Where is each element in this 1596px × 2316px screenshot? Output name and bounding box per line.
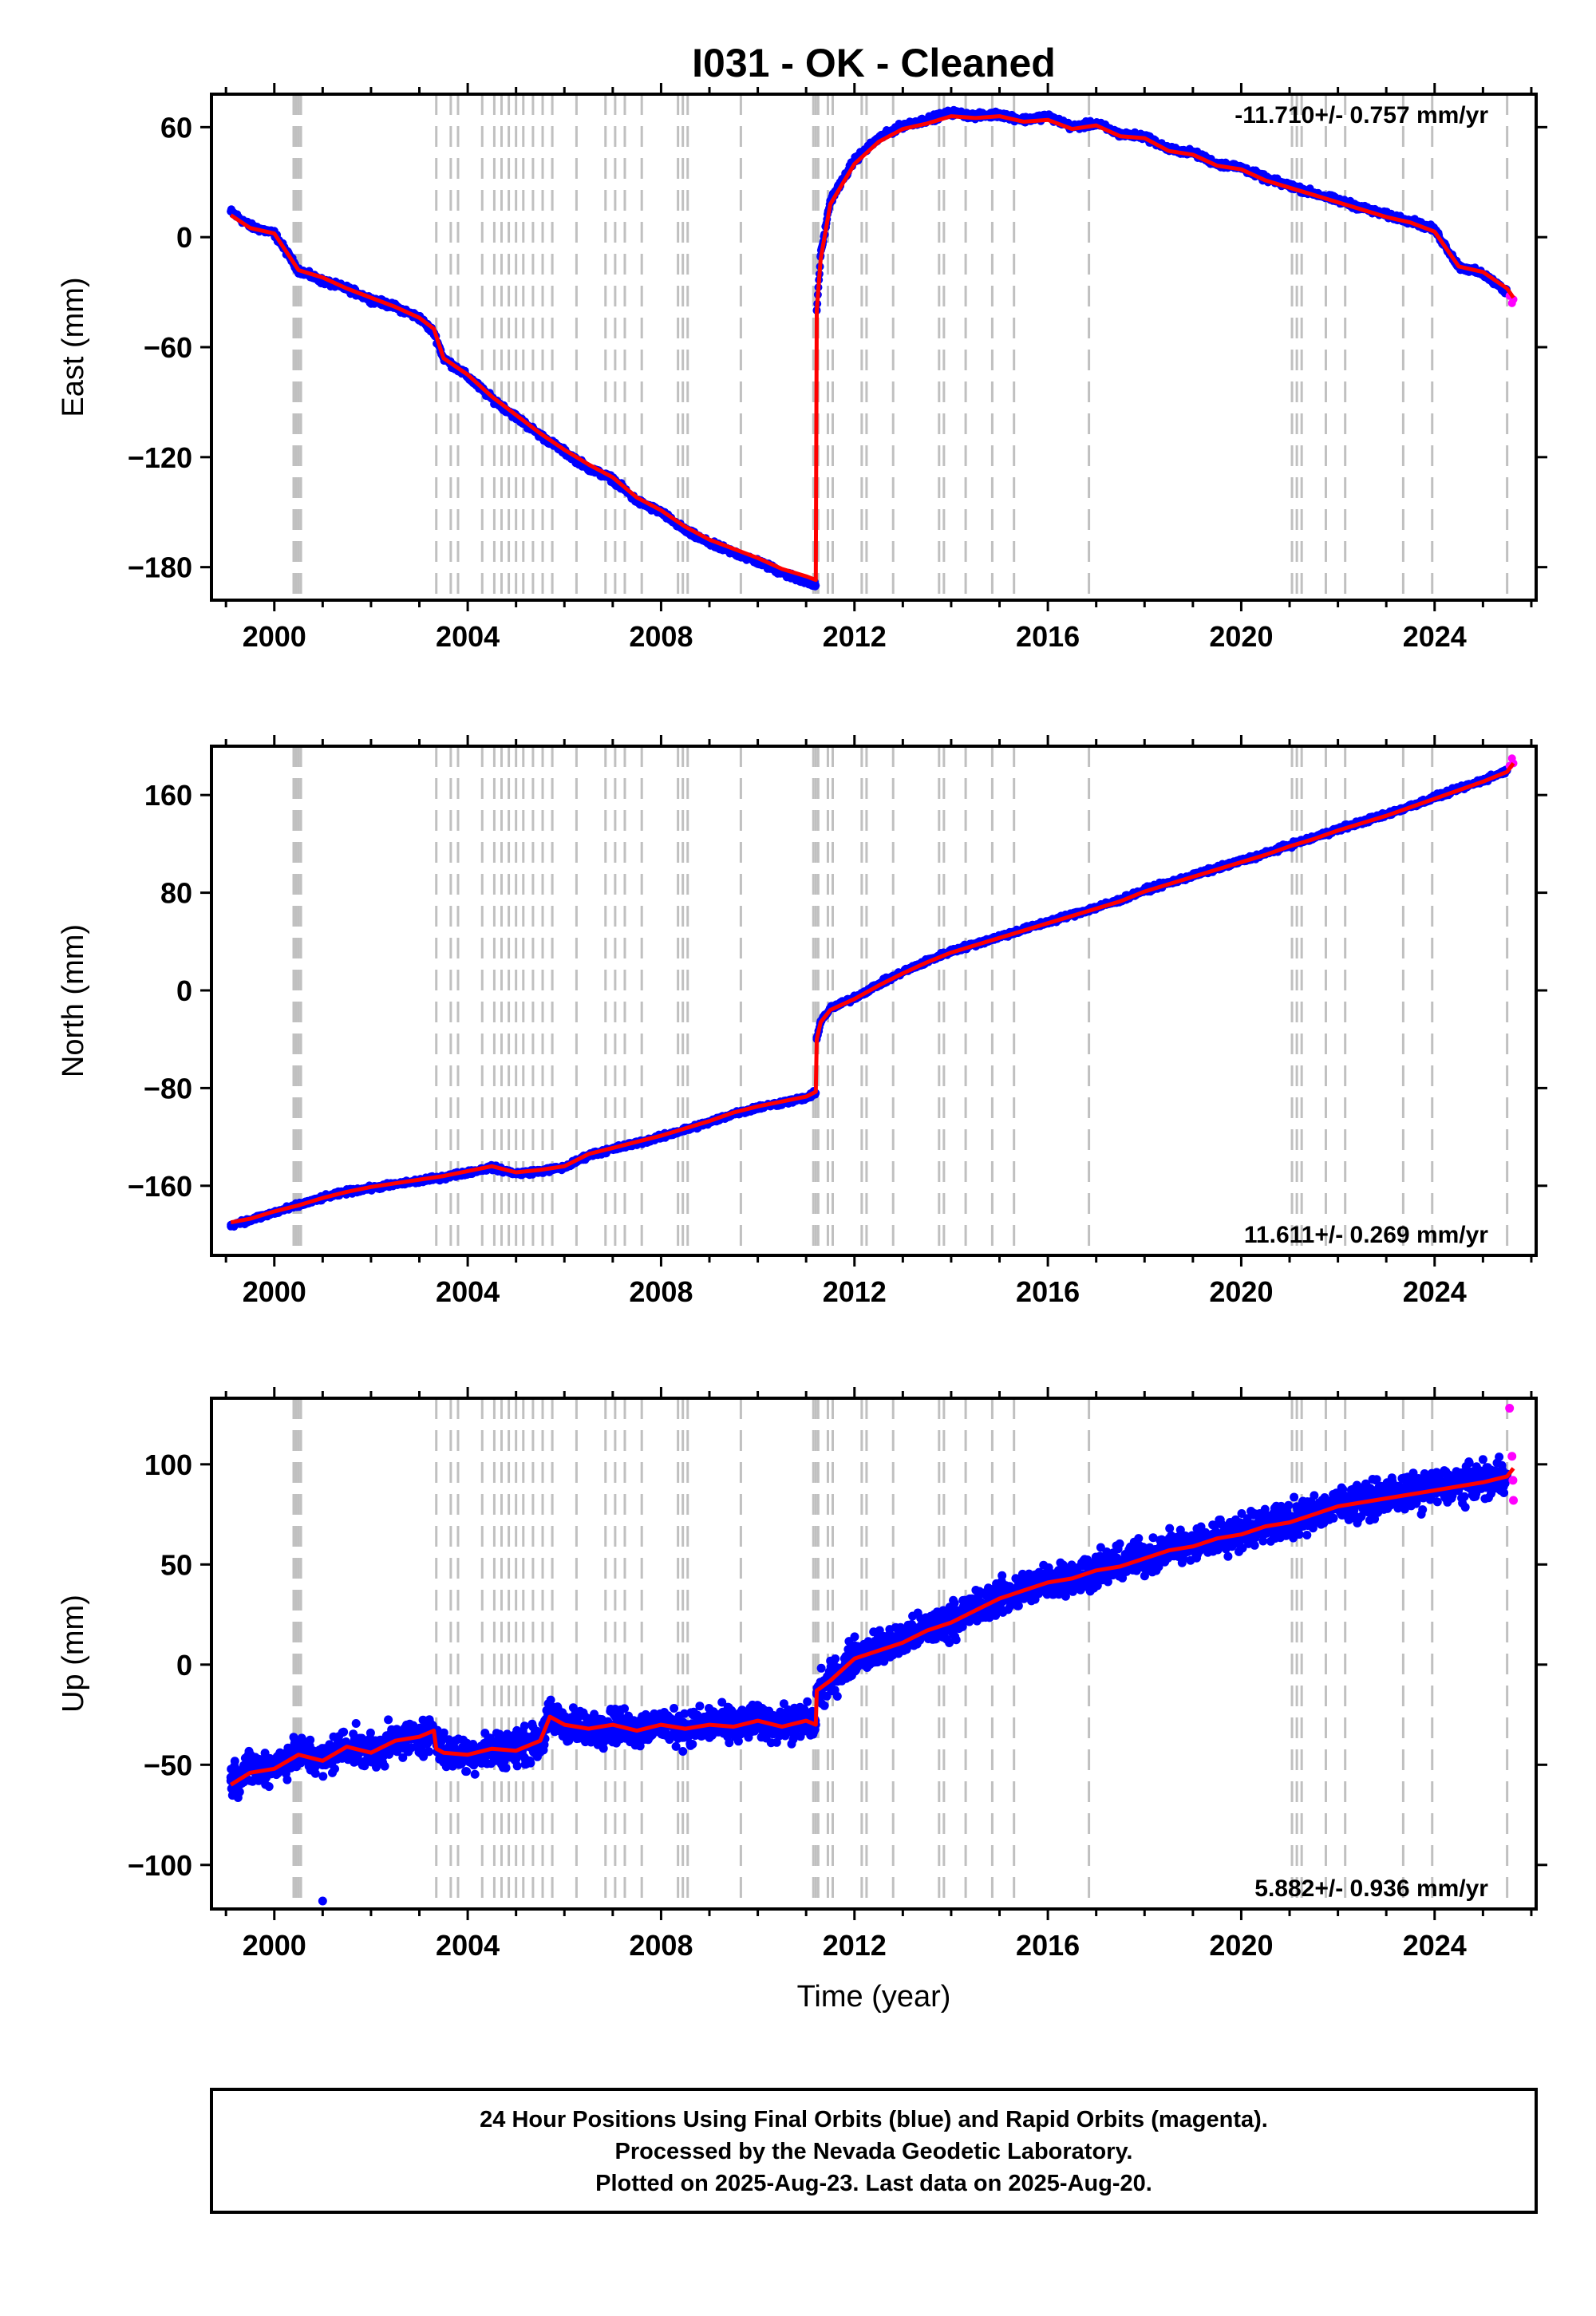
east-x-tick-label: 2016	[1016, 620, 1080, 653]
east-x-tick-label: 2004	[436, 620, 500, 653]
east-model-line	[229, 114, 1515, 583]
east-y-tick-label: −120	[128, 441, 192, 474]
east-rate-label: -11.710+/- 0.757 mm/yr	[1235, 102, 1488, 128]
east-cloud-point	[811, 582, 820, 591]
east-offset-lines	[292, 94, 1509, 600]
east-x-tick-label: 2008	[629, 620, 693, 653]
chart-title: I031 - OK - Cleaned	[692, 41, 1056, 85]
east-y-tick-label: 60	[160, 111, 192, 144]
east-x-tick-label: 2000	[243, 620, 306, 653]
east-x-ticks: 2000 2004 2008 2012 2016 2020 2024	[224, 83, 1533, 653]
east-panel: 2000 2004 2008 2012 2016 2020 2024 60 0 −60 −120 −…	[57, 83, 1547, 653]
east-model-path	[229, 114, 1515, 583]
east-x-tick-label: 2020	[1209, 620, 1273, 653]
east-y-ticks: 60 0 −60 −120 −180	[128, 111, 1547, 584]
east-y-tick-label: −180	[128, 551, 192, 584]
east-x-tick-label: 2012	[823, 620, 887, 653]
east-y-tick-label: 0	[176, 221, 192, 254]
east-y-tick-label: −60	[144, 331, 192, 364]
east-x-tick-label: 2024	[1403, 620, 1467, 653]
east-y-axis-label: East (mm)	[57, 277, 90, 417]
north-panel: 2000 2004 2008 2012 2016 2020 2024 160800−80−1…	[57, 735, 1547, 1308]
